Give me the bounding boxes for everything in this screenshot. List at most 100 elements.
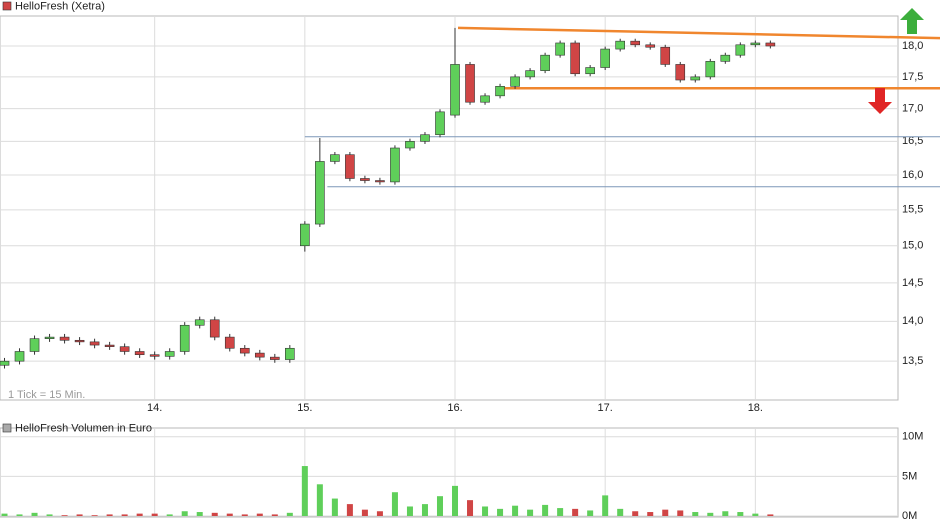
candle-body xyxy=(405,141,415,149)
candle-body xyxy=(194,319,205,326)
candle-body xyxy=(675,64,686,81)
candle-body xyxy=(735,44,746,56)
volume-bar xyxy=(452,485,459,516)
candle-body xyxy=(44,336,55,339)
x-tick-label: 18. xyxy=(748,402,763,414)
volume-bar xyxy=(376,511,383,516)
candle-body xyxy=(134,351,145,356)
candle-body xyxy=(630,40,641,46)
volume-bar xyxy=(692,512,699,516)
volume-bar xyxy=(121,514,128,516)
volume-bar xyxy=(61,515,68,516)
y-tick-label: 10M xyxy=(902,431,923,443)
x-tick-label: 15. xyxy=(297,402,312,414)
volume-bar xyxy=(647,512,654,516)
candle-body xyxy=(495,86,505,97)
volume-bar xyxy=(602,495,609,516)
legend-label: HelloFresh (Xetra) xyxy=(15,0,105,12)
y-tick-label: 0M xyxy=(902,510,917,522)
volume-bar xyxy=(241,514,248,516)
candle-body xyxy=(645,44,656,48)
candle-body xyxy=(74,339,85,343)
candle-body xyxy=(765,42,776,47)
y-tick-label: 15,5 xyxy=(902,204,923,216)
volume-bar xyxy=(542,504,549,516)
volume-bar xyxy=(572,508,579,516)
candle-body xyxy=(750,42,761,46)
up-arrow xyxy=(900,8,924,34)
volume-bar xyxy=(271,514,278,516)
volume-bar xyxy=(617,508,624,516)
candle-body xyxy=(300,223,310,247)
volume-bar xyxy=(346,504,353,516)
volume-bar xyxy=(722,511,729,516)
x-tick-label: 14. xyxy=(147,402,162,414)
volume-bar xyxy=(497,508,504,516)
candle-body xyxy=(270,356,280,360)
volume-bar xyxy=(331,498,338,516)
y-tick-label: 16,0 xyxy=(902,169,923,181)
candle-body xyxy=(600,48,610,68)
volume-bar xyxy=(662,509,669,516)
volume-bar xyxy=(421,504,428,516)
candle-body xyxy=(209,319,220,338)
legend-swatch xyxy=(2,1,12,11)
candle-body xyxy=(510,76,520,87)
candle-body xyxy=(89,341,100,346)
volume-bar xyxy=(482,506,489,516)
candle-body xyxy=(570,42,580,75)
candle-body xyxy=(239,347,250,354)
volume-bar xyxy=(136,513,143,516)
candle-body xyxy=(0,360,10,366)
volume-bar xyxy=(391,492,398,516)
volume-bar xyxy=(557,508,564,516)
down-arrow xyxy=(868,88,892,114)
candle-body xyxy=(555,42,565,56)
candle-body xyxy=(164,351,175,357)
y-tick-label: 13,5 xyxy=(902,355,923,367)
y-tick-label: 15,0 xyxy=(902,240,923,252)
candle-body xyxy=(149,354,160,357)
candle-body xyxy=(540,54,550,71)
candle-body xyxy=(104,344,115,347)
volume-bar xyxy=(76,514,83,516)
volume-bar xyxy=(91,515,98,516)
volume-bar xyxy=(512,505,519,516)
candle-body xyxy=(720,54,731,62)
volume-bar xyxy=(166,514,173,516)
volume-bar xyxy=(587,510,594,516)
volume-bar xyxy=(151,513,158,516)
candle-body xyxy=(254,352,265,358)
candle-body xyxy=(390,147,400,183)
candle-body xyxy=(119,346,130,352)
candle-body xyxy=(330,154,340,162)
volume-bar xyxy=(406,506,413,516)
candle-body xyxy=(660,46,671,65)
candle-body xyxy=(360,178,370,181)
candle-body xyxy=(615,40,625,50)
y-tick-label: 14,0 xyxy=(902,315,923,327)
y-tick-label: 16,5 xyxy=(902,135,923,147)
candle-body xyxy=(59,336,70,341)
volume-bar xyxy=(677,510,684,516)
plot-layer: 14. 15. 16. 17. 18. 13,5 14,0 14,5 15,0 15,5 16,0 1… xyxy=(0,16,940,522)
candle-body xyxy=(450,64,460,116)
volume-bar xyxy=(737,512,744,516)
candle-body xyxy=(315,161,325,225)
candle-body xyxy=(179,324,190,352)
x-tick-label: 16. xyxy=(447,402,462,414)
price-frame xyxy=(0,15,899,401)
volume-bar xyxy=(31,512,38,516)
y-tick-label: 5M xyxy=(902,470,917,482)
candle-body xyxy=(285,347,295,360)
volume-frame xyxy=(0,427,899,518)
volume-bar xyxy=(436,496,443,516)
candle-body xyxy=(585,67,595,75)
candle-body xyxy=(435,111,445,136)
volume-bar xyxy=(46,514,53,516)
level-line xyxy=(457,26,940,40)
candle-body xyxy=(690,76,701,81)
candle-body xyxy=(375,180,385,183)
volume-bar xyxy=(632,511,639,516)
